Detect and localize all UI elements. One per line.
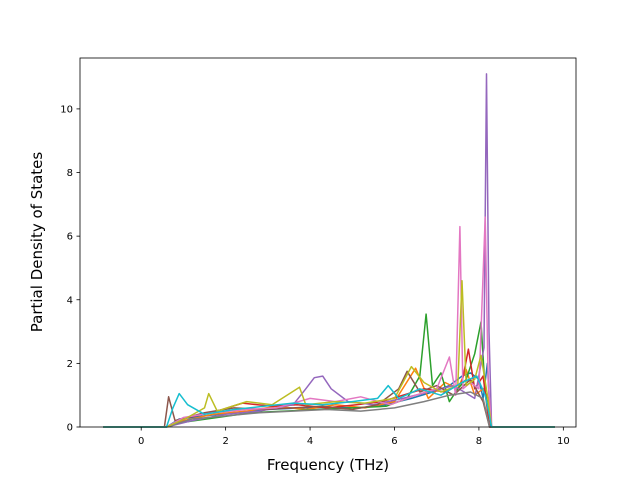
y-axis-label: Partial Density of States [28, 152, 46, 333]
x-tick-label: 6 [391, 436, 397, 447]
series-line-10 [103, 375, 555, 428]
x-tick-label: 0 [138, 436, 144, 447]
series-line-5 [103, 73, 555, 428]
y-tick-label: 4 [67, 295, 73, 306]
series-line-7 [103, 216, 555, 428]
x-tick-label: 10 [557, 436, 570, 447]
y-tick-label: 0 [67, 423, 73, 434]
series-line-9 [103, 279, 555, 428]
x-tick-label: 8 [476, 436, 482, 447]
x-tick-label: 2 [222, 436, 228, 447]
x-axis-label: Frequency (THz) [267, 456, 389, 474]
y-tick-label: 10 [60, 104, 73, 115]
y-tick-label: 2 [67, 359, 73, 370]
x-axis-ticks: 0 2 4 6 8 10 [138, 427, 570, 447]
x-tick-label: 4 [307, 436, 313, 447]
y-tick-label: 6 [67, 232, 73, 243]
series-layer [103, 73, 555, 428]
y-tick-label: 8 [67, 168, 73, 179]
plot-frame [79, 57, 577, 428]
series-line-2 [103, 367, 555, 428]
y-axis-ticks: 0 2 4 6 8 10 [60, 104, 80, 434]
series-line-8 [103, 391, 555, 428]
